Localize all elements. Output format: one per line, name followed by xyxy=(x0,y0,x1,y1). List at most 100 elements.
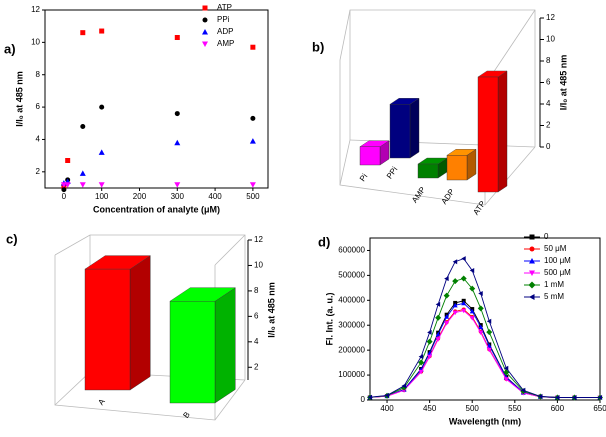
x-tick-label: 500 xyxy=(466,404,480,413)
data-point xyxy=(452,310,458,316)
legend-label: 0 xyxy=(544,232,549,241)
y-tick-label: 6 xyxy=(36,102,41,111)
data-point xyxy=(452,302,458,308)
data-point xyxy=(427,329,432,335)
data-point xyxy=(418,369,424,375)
x-tick-label: 600 xyxy=(551,404,565,413)
legend-marker xyxy=(529,246,535,252)
y-tick-label: 2 xyxy=(36,167,41,176)
x-tick-label: 650 xyxy=(593,404,606,413)
plot-frame xyxy=(44,9,269,189)
bar-side xyxy=(129,255,151,391)
bar-side xyxy=(497,70,508,193)
data-point xyxy=(444,321,450,326)
y-tick-label: 2 xyxy=(546,121,551,130)
x-tick-label: 400 xyxy=(380,404,394,413)
data-point xyxy=(60,182,67,188)
y-tick-label: 100000 xyxy=(338,370,365,379)
data-point xyxy=(597,395,602,401)
data-point xyxy=(249,138,256,144)
legend-label: AMP xyxy=(217,39,234,48)
y-tick-label: 8 xyxy=(36,70,41,79)
y-tick-label: 10 xyxy=(546,35,555,44)
legend-marker xyxy=(202,5,208,11)
data-point xyxy=(461,308,467,314)
y-tick-label: 4 xyxy=(546,99,551,108)
data-point xyxy=(460,275,467,282)
data-point xyxy=(79,170,86,176)
legend-label: 500 μM xyxy=(544,268,571,277)
legend-marker xyxy=(529,234,535,240)
data-point xyxy=(384,392,390,398)
data-point xyxy=(250,44,256,50)
y-tick-label: 4 xyxy=(36,135,41,144)
data-point xyxy=(427,354,433,360)
data-point xyxy=(80,124,86,130)
y-tick-label: 8 xyxy=(254,286,259,295)
legend-marker xyxy=(202,29,208,35)
y-tick-label: 400000 xyxy=(338,295,365,304)
y-tick-label: 4 xyxy=(254,337,259,346)
x-tick-label: PPi xyxy=(385,165,400,181)
data-point xyxy=(80,30,86,36)
legend-label: 50 μM xyxy=(544,244,567,253)
y-tick-label: 200000 xyxy=(338,345,365,354)
data-point xyxy=(64,182,71,188)
y-tick-label: 12 xyxy=(31,5,40,14)
y-tick-label: 500000 xyxy=(338,270,365,279)
x-tick-label: 0 xyxy=(62,192,67,201)
data-point xyxy=(503,365,509,371)
data-point xyxy=(426,338,433,345)
x-tick-label: 550 xyxy=(508,404,522,413)
data-point xyxy=(486,318,492,324)
bar xyxy=(417,163,439,179)
x-tick-label: 450 xyxy=(423,404,437,413)
data-point xyxy=(418,359,425,366)
x-tick-label: Pi xyxy=(358,172,370,183)
y-tick-label: 6 xyxy=(254,311,259,320)
data-point xyxy=(478,324,484,329)
data-point xyxy=(477,305,484,312)
panel-label: b) xyxy=(312,39,324,54)
data-point xyxy=(435,301,441,307)
data-point xyxy=(461,256,466,262)
x-tick-label: B xyxy=(181,410,191,420)
x-tick-label: AMP xyxy=(410,185,427,204)
x-tick-label: 200 xyxy=(133,192,147,201)
legend-marker xyxy=(529,258,535,264)
legend-label: 1 mM xyxy=(544,280,564,289)
data-point xyxy=(478,330,484,336)
legend-label: 5 mM xyxy=(544,292,564,301)
y-tick-label: 12 xyxy=(254,235,263,244)
plot-frame xyxy=(369,237,601,401)
data-point xyxy=(418,354,424,360)
x-tick-label: 300 xyxy=(171,192,185,201)
data-line xyxy=(369,258,600,398)
y-tick-label: 12 xyxy=(546,13,555,22)
data-point xyxy=(469,267,475,273)
data-point xyxy=(537,393,543,399)
data-point xyxy=(367,394,372,400)
data-point xyxy=(554,395,560,401)
y-tick-label: 8 xyxy=(546,56,551,65)
data-point xyxy=(250,115,256,121)
data-point xyxy=(98,182,105,188)
x-tick-label: 400 xyxy=(208,192,222,201)
data-point xyxy=(469,316,475,321)
data-point xyxy=(486,347,492,353)
x-tick-label: ADP xyxy=(440,187,457,206)
data-point xyxy=(478,291,483,297)
data-point xyxy=(571,395,577,401)
legend-marker xyxy=(529,294,535,300)
data-point xyxy=(452,278,459,285)
y-axis-label: I/I₀ at 485 nm xyxy=(558,55,568,111)
data-point xyxy=(443,292,450,299)
y-tick-label: 6 xyxy=(546,78,551,87)
y-axis-label: I/I₀ at 485 nm xyxy=(266,282,276,338)
y-tick-label: 10 xyxy=(31,37,40,46)
data-point xyxy=(98,149,105,155)
data-point xyxy=(503,369,510,376)
data-point xyxy=(503,377,509,382)
bar xyxy=(359,146,381,166)
